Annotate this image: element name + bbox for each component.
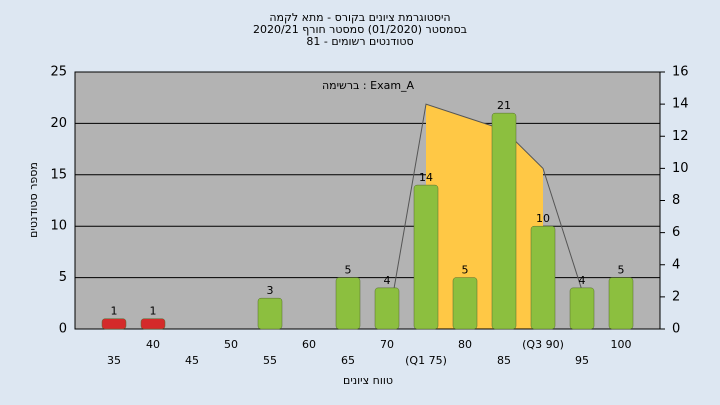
x-tick-label: (Q1 75) — [405, 354, 447, 367]
bar — [413, 184, 439, 330]
bar — [491, 112, 517, 330]
y2-tick-label: 6 — [672, 225, 680, 240]
data-label: 3 — [267, 284, 274, 297]
x-tick-label: 45 — [185, 354, 199, 367]
x-tick-label: 55 — [263, 354, 277, 367]
chart-title: היסטוגרמת ציונים בקורס - מתא לקמה — [269, 11, 450, 24]
y-axis-label: מספר סטודנטים — [27, 162, 40, 238]
y-tick-label: 25 — [50, 65, 67, 80]
bar — [140, 318, 166, 330]
x-axis-label: טווח ציונים — [343, 374, 393, 387]
x-tick-label: 35 — [107, 354, 121, 367]
data-label: 14 — [419, 171, 433, 184]
data-label: 5 — [618, 264, 625, 277]
y2-tick-label: 14 — [672, 97, 689, 112]
y-tick-label: 20 — [50, 116, 67, 131]
x-tick-label: 40 — [146, 338, 160, 351]
bar — [530, 225, 556, 330]
y2-tick-label: 16 — [672, 65, 689, 80]
data-label: 5 — [462, 264, 469, 277]
data-label: 1 — [150, 305, 157, 318]
bar — [569, 287, 595, 330]
bar — [608, 277, 634, 330]
y2-tick-label: 4 — [672, 257, 680, 272]
x-tick-label: 80 — [458, 338, 472, 351]
plot-area — [75, 72, 660, 329]
x-tick-label: 85 — [497, 354, 511, 367]
x-tick-label: 70 — [380, 338, 394, 351]
bar — [101, 318, 127, 330]
data-label: 4 — [384, 274, 391, 287]
bar — [257, 297, 283, 330]
chart-subtitle: סטודנטים רשומים - 81 — [306, 35, 413, 48]
y2-tick-label: 2 — [672, 289, 680, 304]
data-label: 10 — [536, 212, 550, 225]
y2-tick-label: 12 — [672, 129, 689, 144]
bar — [452, 277, 478, 330]
bar — [335, 277, 361, 330]
y-tick-label: 15 — [50, 167, 67, 182]
x-tick-label: (Q3 90) — [522, 338, 564, 351]
plot-border — [74, 71, 661, 330]
y2-tick-label: 8 — [672, 193, 680, 208]
y-tick-label: 0 — [59, 322, 67, 337]
x-tick-label: 100 — [611, 338, 632, 351]
y-tick-label: 5 — [59, 270, 67, 285]
line — [386, 103, 583, 330]
data-label: 4 — [579, 274, 586, 287]
data-label: 21 — [497, 99, 511, 112]
bar — [374, 287, 400, 330]
data-label: 1 — [111, 305, 118, 318]
y2-tick-label: 0 — [672, 322, 680, 337]
x-tick-label: 60 — [302, 338, 316, 351]
data-label: 5 — [345, 264, 352, 277]
x-tick-label: 50 — [224, 338, 238, 351]
chart-subtitle: בסמסטר (01/2020) סמסטר חורף 2020/21 — [253, 23, 467, 36]
y2-tick-label: 10 — [672, 161, 689, 176]
x-tick-label: 65 — [341, 354, 355, 367]
y-tick-label: 10 — [50, 219, 67, 234]
x-tick-label: 95 — [575, 354, 589, 367]
annotation: ברשימה : Exam_A — [322, 79, 415, 92]
